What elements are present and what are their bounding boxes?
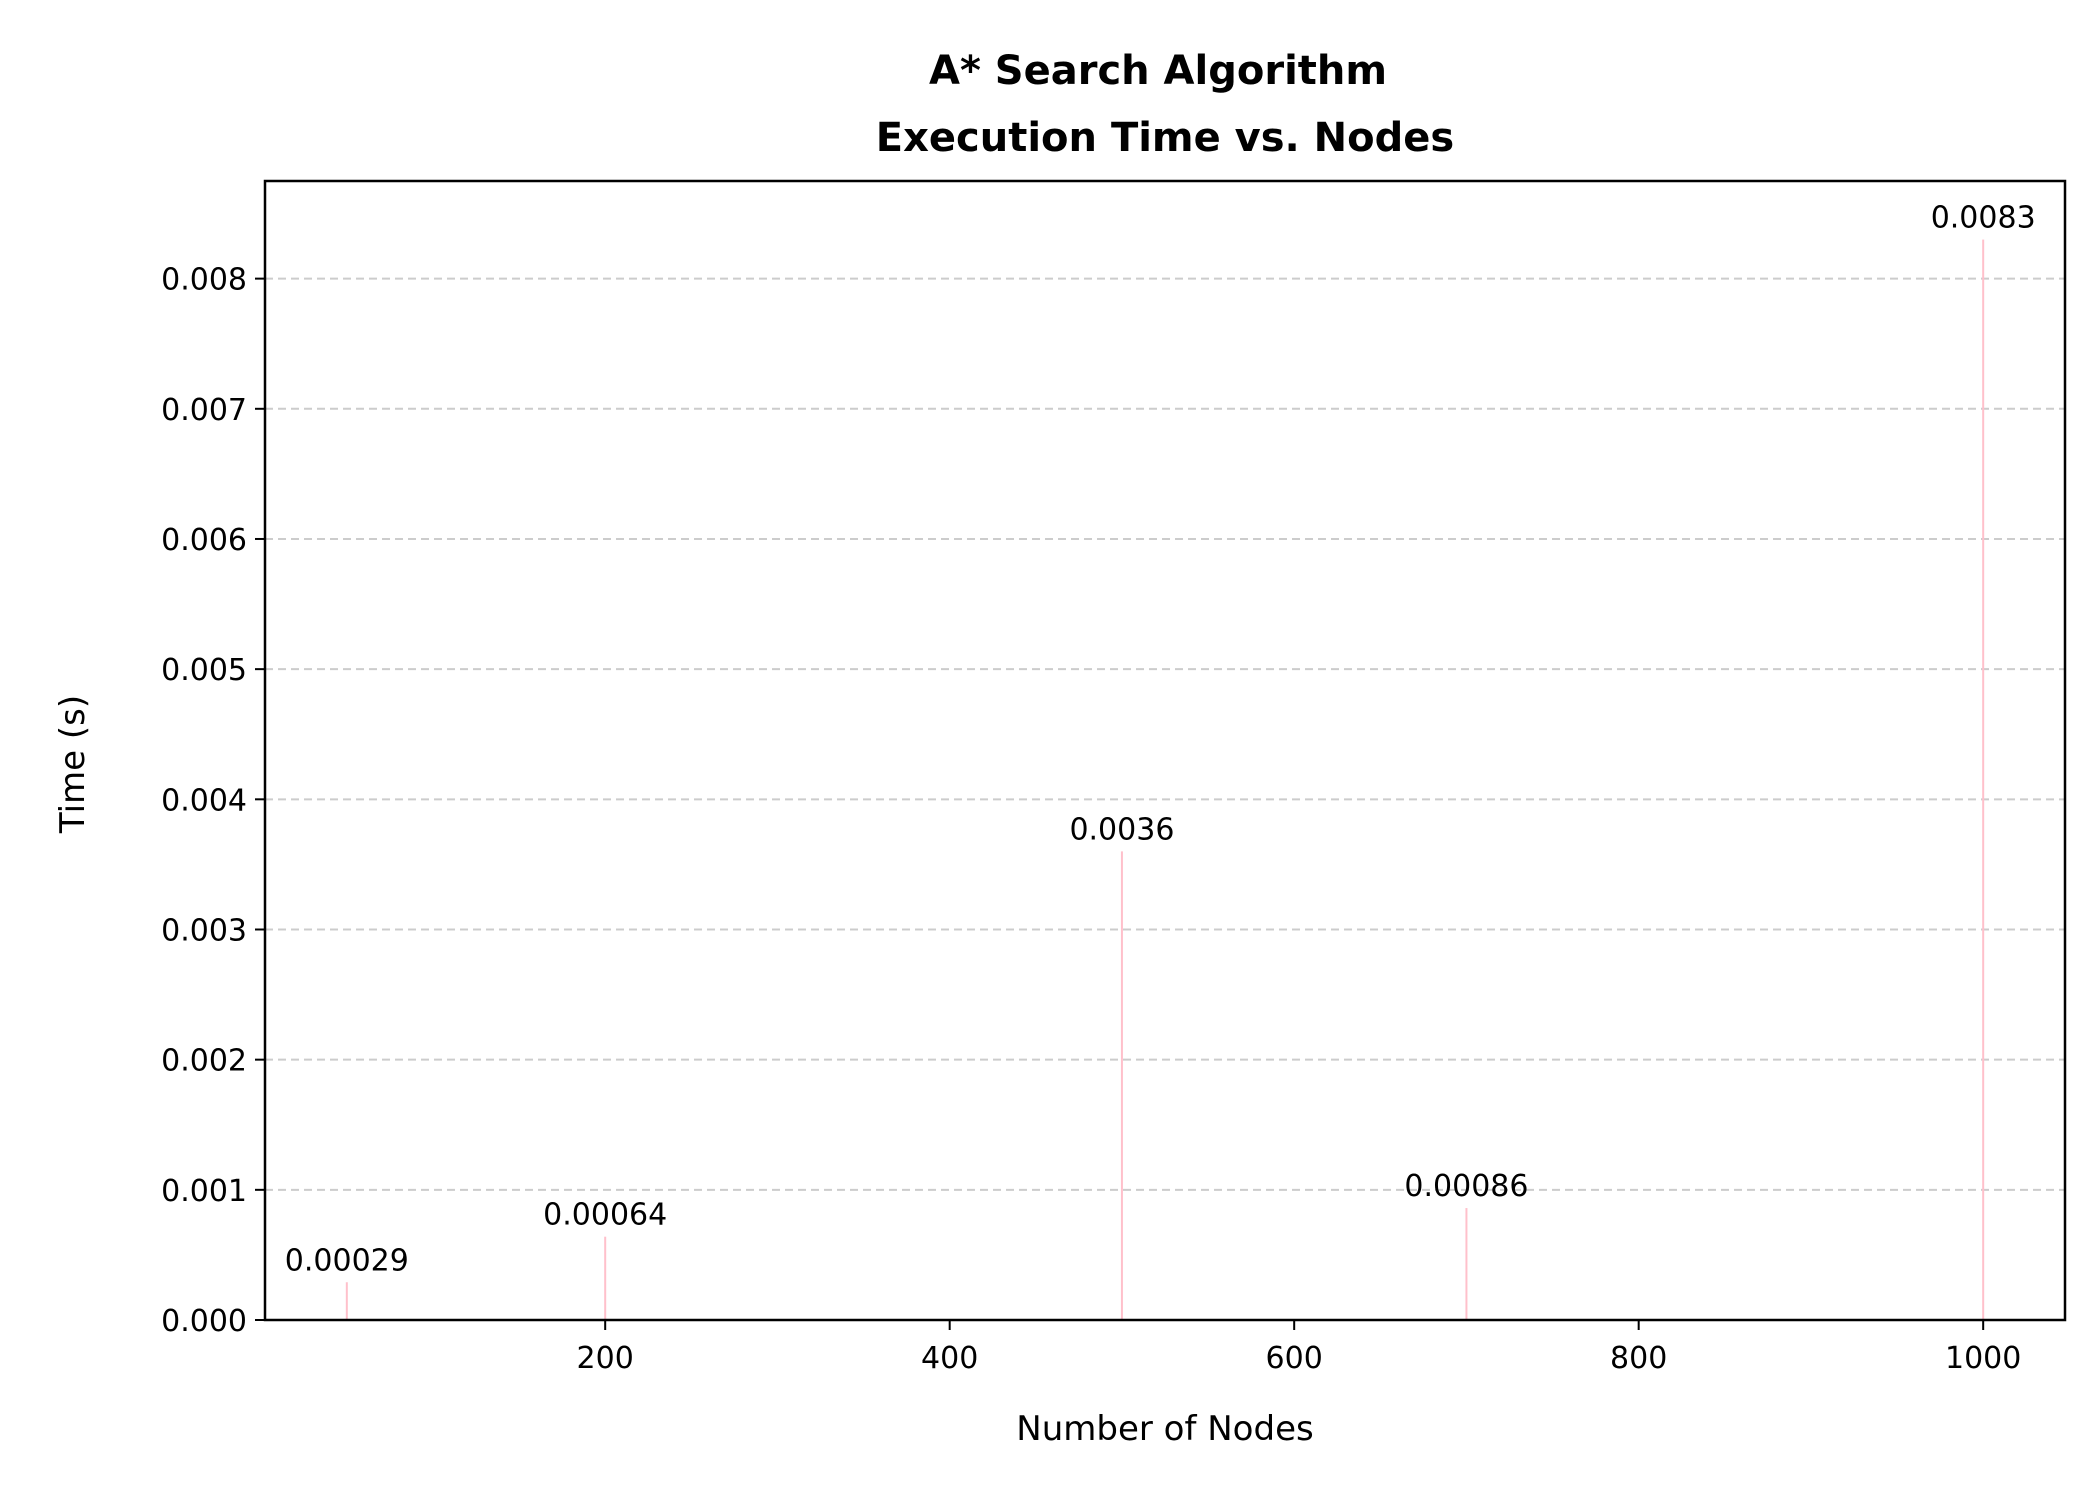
data-label: 0.00029 xyxy=(285,1243,409,1278)
x-tick-label: 400 xyxy=(921,1341,978,1376)
data-label: 0.00064 xyxy=(543,1198,667,1233)
y-tick-label: 0.003 xyxy=(161,913,247,948)
y-tick-label: 0.002 xyxy=(161,1044,247,1079)
bar xyxy=(1982,239,1985,1320)
chart-title-line-2: Execution Time vs. Nodes xyxy=(876,115,1454,161)
ticks: 0.000 0.001 0.002 0.003 0.004 0.005 0.006 0.007… xyxy=(161,263,2021,1376)
y-tick-label: 0.001 xyxy=(161,1174,247,1209)
x-axis-label: Number of Nodes xyxy=(1016,1409,1313,1449)
data-label: 0.0083 xyxy=(1931,201,2036,236)
plot-frame xyxy=(263,179,2067,1322)
bar xyxy=(604,1236,607,1320)
y-tick-label: 0.006 xyxy=(161,523,247,558)
y-tick-label: 0.000 xyxy=(161,1304,247,1339)
grid-lines xyxy=(265,277,2065,1321)
data-labels: 0.00029 0.00064 0.0036 0.00086 0.0083 xyxy=(285,201,2036,1279)
data-label: 0.0036 xyxy=(1069,812,1174,847)
y-axis-label: Time (s) xyxy=(53,695,93,834)
x-tick-label: 1000 xyxy=(1945,1341,2021,1376)
bar xyxy=(345,1282,348,1320)
chart-title-line-1: A* Search Algorithm xyxy=(929,48,1387,94)
bar xyxy=(1465,1208,1468,1320)
bars xyxy=(345,239,1985,1320)
y-tick-label: 0.007 xyxy=(161,393,247,428)
y-tick-label: 0.008 xyxy=(161,263,247,298)
y-tick-label: 0.005 xyxy=(161,653,247,688)
y-tick-label: 0.004 xyxy=(161,783,247,818)
x-tick-label: 600 xyxy=(1266,1341,1323,1376)
data-label: 0.00086 xyxy=(1404,1169,1528,1204)
bar xyxy=(1120,851,1123,1320)
axes xyxy=(263,179,2067,1322)
x-tick-label: 200 xyxy=(577,1341,634,1376)
chart-title: A* Search Algorithm Execution Time vs. N… xyxy=(876,48,1454,161)
x-tick-label: 800 xyxy=(1610,1341,1667,1376)
